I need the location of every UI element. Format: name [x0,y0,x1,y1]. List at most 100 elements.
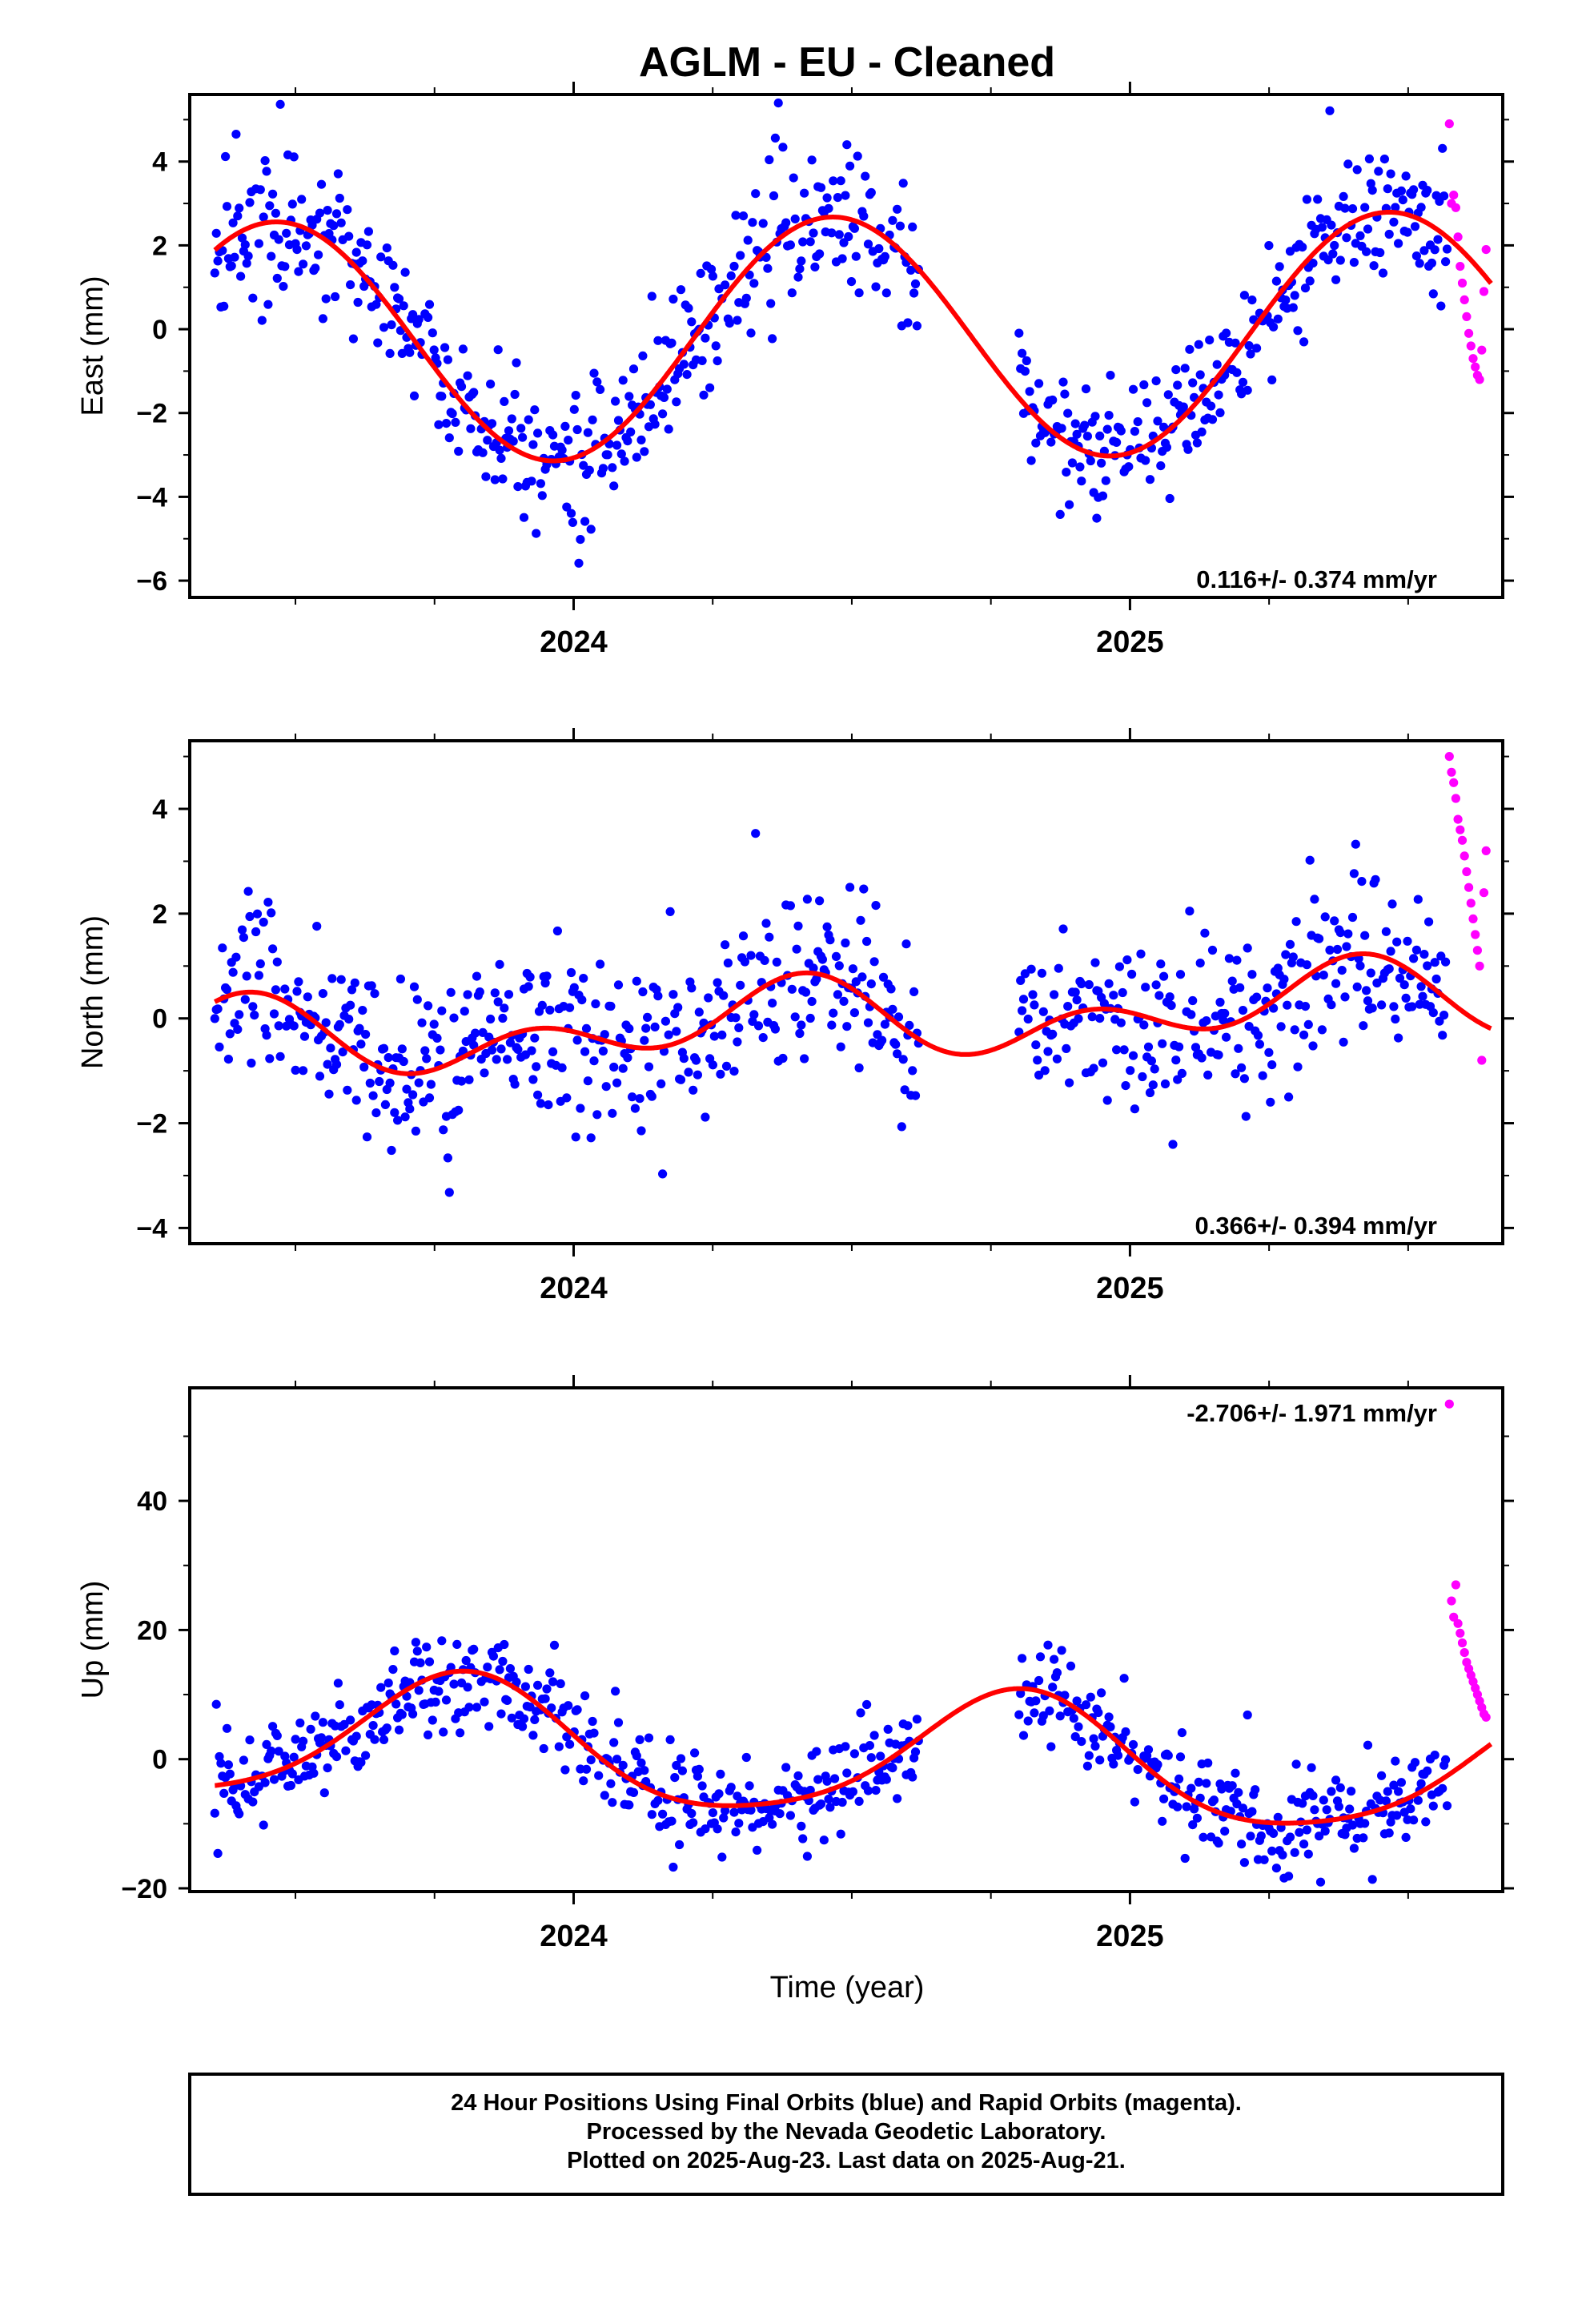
final-orbit-point [562,502,572,512]
final-orbit-point [533,428,543,438]
final-orbit-point [1246,1831,1255,1841]
final-orbit-point [1427,258,1436,268]
final-orbit-point [1143,1042,1154,1051]
up-final-orbit-points [210,1636,1452,1887]
final-orbit-point [309,1768,319,1778]
rapid-orbit-point [1447,1596,1456,1606]
final-orbit-point [326,1043,335,1053]
final-orbit-point [817,955,827,964]
final-orbit-point [213,1004,223,1014]
final-orbit-point [687,317,697,327]
east-rate-label: 0.116+/- 0.374 mm/yr [1196,565,1437,593]
final-orbit-point [394,294,404,304]
final-orbit-point [1116,1018,1126,1027]
final-orbit-point [1357,877,1367,887]
rapid-orbit-point [1481,245,1491,255]
final-orbit-point [1165,493,1174,504]
final-orbit-point [295,1718,305,1728]
final-orbit-point [751,829,761,838]
final-orbit-point [370,1735,379,1744]
figure-title: AGLM - EU - Cleaned [639,39,1055,86]
final-orbit-point [504,990,514,999]
final-orbit-point [613,416,624,425]
final-orbit-point [1070,987,1080,997]
up-y-tick-label: 0 [152,1745,167,1775]
final-orbit-point [1185,344,1195,354]
final-orbit-point [463,990,472,999]
final-orbit-point [1195,959,1205,968]
final-orbit-point [268,944,278,954]
final-orbit-point [248,293,258,303]
final-orbit-point [346,1000,355,1010]
north-rapid-orbit-points [1444,752,1491,1065]
final-orbit-point [768,334,777,344]
final-orbit-point [812,974,821,984]
final-orbit-point [741,293,751,303]
final-orbit-point [1074,1014,1083,1023]
final-orbit-point [881,288,891,298]
final-orbit-point [866,1753,876,1763]
final-orbit-point [399,301,408,311]
final-orbit-point [1092,513,1102,523]
final-orbit-point [746,328,756,338]
final-orbit-point [697,1781,707,1791]
final-orbit-point [512,358,521,368]
final-orbit-point [661,1016,671,1026]
final-orbit-point [456,382,467,392]
final-orbit-point [1337,966,1347,975]
rapid-orbit-point [1471,362,1480,372]
final-orbit-point [1431,974,1441,984]
final-orbit-point [753,1845,762,1855]
final-orbit-point [1163,390,1173,400]
final-orbit-point [1271,276,1281,286]
final-orbit-point [839,996,849,1006]
final-orbit-point [1252,992,1262,1002]
final-orbit-point [600,1791,609,1800]
final-orbit-point [580,1691,590,1701]
final-orbit-point [577,995,587,1005]
final-orbit-point [613,1718,624,1727]
north-y-axis-title: North (mm) [76,915,110,1069]
final-orbit-point [905,1020,914,1030]
final-orbit-point [1325,945,1335,955]
final-orbit-point [1097,1688,1106,1698]
final-orbit-point [768,1819,777,1829]
final-orbit-point [464,1075,474,1084]
final-orbit-point [338,1047,347,1057]
final-orbit-point [359,1062,369,1072]
final-orbit-point [1438,1031,1447,1040]
final-orbit-point [1025,387,1034,396]
final-orbit-point [1409,1815,1419,1825]
final-orbit-point [532,1062,541,1072]
final-orbit-point [1409,954,1419,963]
final-orbit-point [390,1108,400,1117]
final-orbit-point [1215,408,1225,417]
final-orbit-point [219,1788,229,1798]
final-orbit-point [1109,1759,1118,1769]
final-orbit-point [1048,1683,1058,1692]
final-orbit-point [391,1699,401,1709]
final-orbit-point [390,1646,400,1656]
final-orbit-point [1377,1771,1387,1780]
final-orbit-point [640,1766,649,1775]
final-orbit-point [519,513,529,522]
final-orbit-point [623,1053,632,1063]
final-orbit-point [640,447,649,456]
final-orbit-point [265,1054,275,1063]
final-orbit-point [1138,1072,1147,1082]
final-orbit-point [376,252,386,262]
final-orbit-point [1442,1801,1452,1811]
final-orbit-point [862,1699,872,1710]
final-orbit-point [230,252,239,262]
final-orbit-point [262,1739,271,1749]
final-orbit-point [635,1735,644,1744]
final-orbit-point [1043,1640,1053,1650]
final-orbit-point [1158,1816,1167,1826]
north-y-tick-label: −4 [136,1213,167,1244]
final-orbit-point [379,1043,389,1053]
final-orbit-point [375,1076,384,1087]
final-orbit-point [1330,916,1339,926]
final-orbit-point [557,445,567,455]
final-orbit-point [429,1019,439,1029]
final-orbit-point [636,1758,646,1767]
